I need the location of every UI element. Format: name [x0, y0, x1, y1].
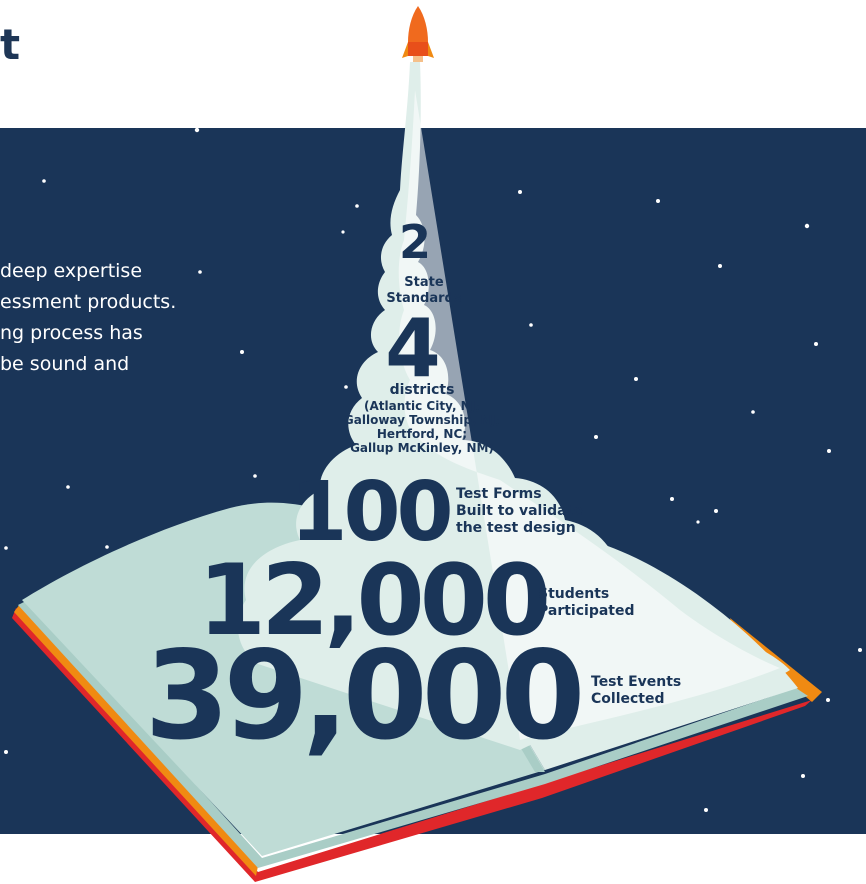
star	[670, 497, 674, 501]
star	[341, 230, 345, 234]
star	[194, 127, 200, 133]
stat-label-line: the test design	[456, 520, 576, 536]
stat-label-line: Standards	[386, 291, 461, 306]
stat-label-line: Participated	[538, 603, 635, 619]
stat-label-line: Test Forms	[456, 486, 542, 502]
star	[4, 546, 8, 550]
star	[751, 410, 755, 414]
stat-label-line: Gallup McKinley, NM)	[350, 441, 494, 455]
star	[66, 485, 70, 489]
stat-label-line: State	[404, 275, 444, 290]
stat-value: 39,000	[145, 625, 581, 767]
stat-label-line: Students	[538, 586, 609, 602]
star	[718, 264, 722, 268]
stars	[4, 127, 862, 812]
star	[827, 449, 831, 453]
stat-label-line: Collected	[591, 691, 665, 707]
star	[826, 698, 830, 702]
rocket-icon	[402, 6, 434, 62]
stat-value: 2	[399, 215, 431, 269]
intro-line: deep expertise	[0, 260, 143, 282]
stat-label-line: (Atlantic City, NJ;	[364, 399, 480, 413]
star	[198, 270, 202, 274]
star	[858, 648, 862, 652]
star	[344, 385, 348, 389]
smoke-trail-illustration	[237, 62, 791, 750]
stat-students: 12,000 Students Participated	[198, 544, 635, 658]
star	[4, 750, 8, 754]
stat-districts: 4 districts (Atlantic City, NJ; Galloway…	[344, 302, 500, 455]
star	[355, 204, 359, 208]
intro-line: be sound and	[0, 353, 130, 375]
star	[594, 435, 598, 439]
star	[253, 474, 257, 478]
stat-state-standards: 2 State Standards	[386, 215, 461, 306]
star	[529, 323, 533, 327]
star	[804, 223, 810, 229]
star	[704, 808, 708, 812]
star	[696, 520, 700, 524]
page-title: t	[0, 20, 21, 69]
stat-test-forms: 100 Test Forms Built to validate the tes…	[290, 465, 582, 560]
star	[801, 774, 805, 778]
stat-label-line: districts	[390, 382, 455, 398]
intro-paragraph: deep expertise essment products. ng proc…	[0, 256, 250, 380]
stat-value: 4	[385, 302, 441, 395]
stat-label-line: Test Events	[591, 674, 681, 690]
intro-line: ng process has	[0, 322, 143, 344]
star	[105, 545, 109, 549]
star	[42, 179, 46, 183]
intro-line: essment products.	[0, 291, 177, 313]
star	[240, 350, 244, 354]
stat-test-events: 39,000 Test Events Collected	[145, 625, 682, 767]
stat-label-line: Built to validate	[456, 503, 583, 519]
star	[656, 199, 660, 203]
stat-label-line: Hertford, NC;	[377, 427, 467, 441]
stat-label-line: Galloway Township, NJ;	[344, 413, 500, 427]
star	[814, 342, 818, 346]
star	[518, 190, 522, 194]
star	[714, 509, 718, 513]
star	[634, 377, 638, 381]
stat-value: 12,000	[198, 544, 547, 658]
stat-value: 100	[290, 465, 450, 560]
